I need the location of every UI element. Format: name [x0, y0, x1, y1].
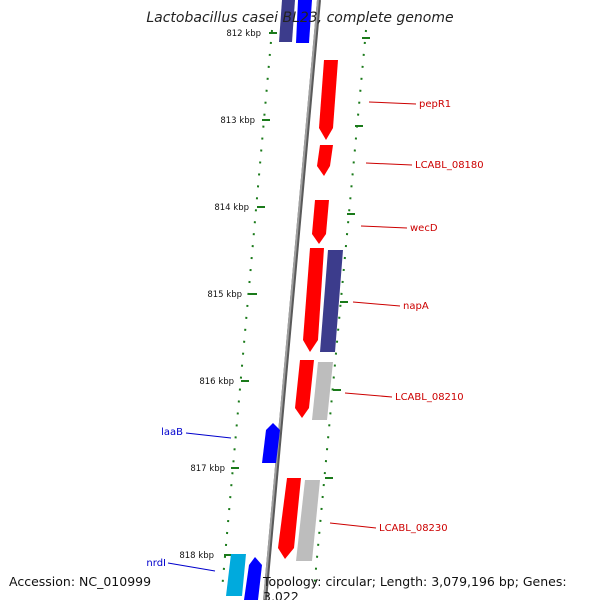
gene-napA-dark[interactable]: [320, 250, 343, 352]
genome-backbone: [263, 0, 321, 600]
tick-label-814: 814 kbp: [214, 203, 249, 213]
gene-label-leaders: [167, 101, 417, 572]
gene-features: [226, 0, 343, 600]
gene-LCABL-08230[interactable]: [278, 478, 301, 559]
gene-LCABL-08210[interactable]: [295, 360, 314, 418]
outer-dotted-guides: [221, 29, 367, 591]
accession-text: Accession: NC_010999: [9, 574, 152, 589]
kbp-tick-marks: [224, 32, 370, 556]
gene-top-dark: [279, 0, 295, 42]
gene-label-napA[interactable]: napA: [403, 301, 429, 312]
map-title: Lactobacillus casei BL23, complete genom…: [146, 10, 454, 26]
tick-label-818: 818 kbp: [179, 551, 214, 561]
gene-label-LCABL-08230[interactable]: LCABL_08230: [379, 523, 448, 534]
tick-label-813: 813 kbp: [220, 116, 255, 126]
gene-LCABL-08210-grey[interactable]: [312, 362, 333, 420]
gene-pepR1[interactable]: [319, 60, 338, 140]
gene-label-wecD[interactable]: wecD: [410, 223, 438, 234]
gene-label-LCABL-08180[interactable]: LCABL_08180: [415, 160, 484, 171]
tick-label-817: 817 kbp: [190, 464, 225, 474]
gene-napA[interactable]: [303, 248, 324, 352]
gene-labels: pepR1 LCABL_08180 wecD napA LCABL_08210 …: [146, 99, 483, 569]
gene-label-LCABL-08210[interactable]: LCABL_08210: [395, 392, 464, 403]
gene-LCABL-08180[interactable]: [317, 145, 333, 176]
gene-LCABL-08230-grey[interactable]: [296, 480, 320, 561]
gene-label-nrdI[interactable]: nrdI: [146, 558, 166, 569]
kbp-tick-labels: 812 kbp 813 kbp 814 kbp 815 kbp 816 kbp …: [179, 29, 261, 561]
gene-wecD[interactable]: [312, 200, 329, 244]
gene-label-laaB[interactable]: laaB: [161, 427, 183, 438]
gene-nrdI-cyan[interactable]: [226, 554, 246, 596]
topology-text: Topology: circular; Length: 3,079,196 bp…: [263, 574, 567, 600]
gene-nrdI[interactable]: [244, 557, 262, 600]
gene-top-blue: [296, 0, 312, 43]
tick-label-816: 816 kbp: [199, 377, 234, 387]
tick-label-815: 815 kbp: [207, 290, 242, 300]
tick-label-812: 812 kbp: [226, 29, 261, 39]
gene-laaB[interactable]: [262, 423, 280, 463]
gene-label-pepR1[interactable]: pepR1: [419, 99, 451, 110]
